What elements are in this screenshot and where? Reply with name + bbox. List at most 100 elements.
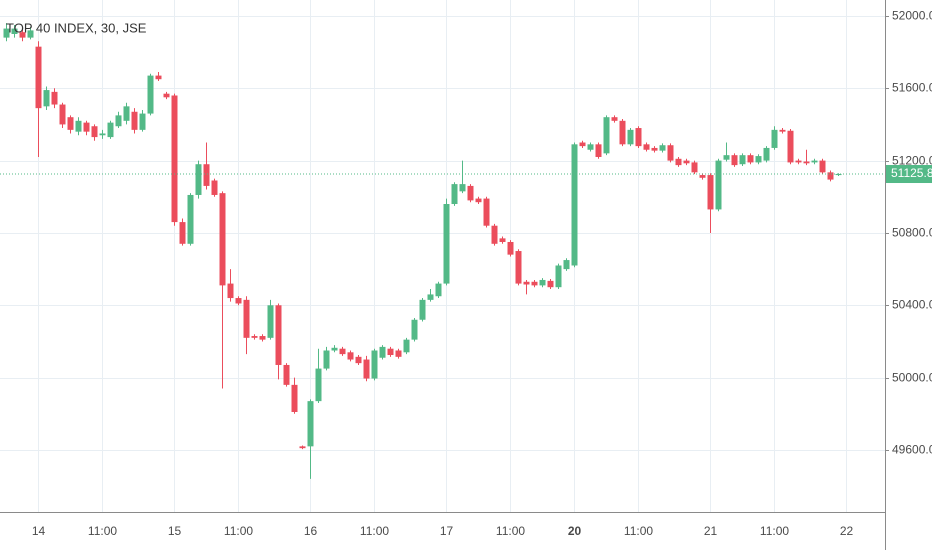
- candle-body: [339, 348, 346, 355]
- candle-body: [467, 185, 474, 201]
- candle-body: [139, 113, 146, 130]
- candle-body: [123, 106, 130, 121]
- candle-body: [243, 299, 250, 338]
- candle-body: [531, 281, 538, 286]
- candle-body: [819, 160, 826, 173]
- candle-body: [811, 160, 818, 163]
- candle-body: [523, 281, 530, 285]
- candle-body: [371, 350, 378, 379]
- candle-body: [363, 359, 370, 379]
- candle-body: [235, 298, 242, 304]
- y-tick-label: 50000.00: [892, 371, 932, 385]
- x-tick-label: 22: [840, 524, 854, 538]
- candle-body: [715, 160, 722, 210]
- candle-body: [91, 126, 98, 138]
- candle-body: [83, 122, 90, 132]
- candle-body: [483, 198, 490, 226]
- x-tick-label: 15: [168, 524, 182, 538]
- candle-body: [499, 238, 506, 242]
- candle-body: [563, 260, 570, 270]
- candle-body: [275, 305, 282, 365]
- candle-body: [211, 180, 218, 195]
- x-tick-label: 11:00: [624, 524, 653, 538]
- candle-body: [219, 193, 226, 286]
- candle-body: [515, 251, 522, 284]
- y-tick-label: 49600.00: [892, 443, 932, 457]
- candle-body: [731, 155, 738, 166]
- x-tick-label: 11:00: [496, 524, 525, 538]
- candle-body: [403, 339, 410, 353]
- candle-body: [19, 32, 26, 38]
- candle-body: [691, 162, 698, 173]
- candle-body: [419, 299, 426, 320]
- candle-body: [795, 160, 802, 163]
- candle-body: [771, 129, 778, 148]
- x-tick-label: 21: [704, 524, 718, 538]
- candle-body: [11, 28, 18, 35]
- last-price-label: 51125.84: [891, 166, 932, 180]
- candle-body: [227, 283, 234, 299]
- candle-body: [595, 144, 602, 157]
- candle-body: [755, 156, 762, 163]
- x-tick-label: 11:00: [360, 524, 389, 538]
- candle-body: [299, 446, 306, 449]
- candles: [0, 23, 885, 479]
- candle-body: [267, 305, 274, 338]
- candle-body: [651, 147, 658, 151]
- candle-body: [627, 129, 634, 145]
- last-price-box: [886, 165, 932, 184]
- candle-body: [707, 175, 714, 210]
- chart-title: TOP 40 INDEX, 30, JSE: [6, 20, 147, 35]
- candle-body: [643, 144, 650, 150]
- candle-body: [427, 294, 434, 300]
- candle-body: [555, 265, 562, 288]
- candle-body: [619, 120, 626, 145]
- x-tick-label: 11:00: [88, 524, 117, 538]
- candle-body: [203, 164, 210, 186]
- candle-body: [739, 155, 746, 165]
- candle-body: [395, 350, 402, 357]
- y-tick-label: 50400.00: [892, 298, 932, 312]
- candle-body: [259, 336, 266, 340]
- y-tick-label: 50800.00: [892, 226, 932, 240]
- candle-body: [283, 364, 290, 385]
- candle-body: [747, 155, 754, 163]
- candle-body: [347, 352, 354, 360]
- candle-body: [827, 172, 834, 180]
- candle-body: [307, 401, 314, 447]
- candle-body: [43, 90, 50, 107]
- candle-body: [155, 75, 162, 80]
- candle-body: [27, 30, 34, 38]
- candle-body: [3, 28, 10, 38]
- candle-body: [387, 348, 394, 356]
- y-tick-label: 52000.00: [892, 9, 932, 23]
- candle-body: [379, 346, 386, 358]
- candle-body: [291, 384, 298, 412]
- candle-body: [779, 129, 786, 132]
- candle-body: [75, 120, 82, 132]
- candle-body: [459, 184, 466, 192]
- candle-body: [491, 225, 498, 244]
- x-tick-label: 16: [304, 524, 318, 538]
- candle-body: [475, 198, 482, 203]
- candle-body: [355, 356, 362, 364]
- candle-body: [147, 75, 154, 114]
- candle-body: [443, 204, 450, 284]
- candle-body: [579, 142, 586, 147]
- candle-body: [835, 173, 842, 176]
- candle-body: [195, 164, 202, 195]
- candle-body: [699, 175, 706, 178]
- candle-body: [723, 155, 730, 160]
- candle-body: [547, 280, 554, 288]
- candle-body: [131, 111, 138, 130]
- candle-body: [323, 350, 330, 369]
- candle-body: [171, 95, 178, 223]
- candle-body: [411, 319, 418, 340]
- candle-body: [683, 160, 690, 164]
- candle-body: [35, 46, 42, 109]
- x-tick-label: 17: [440, 524, 454, 538]
- candle-body: [115, 115, 122, 127]
- y-tick-label: 51200.00: [892, 154, 932, 168]
